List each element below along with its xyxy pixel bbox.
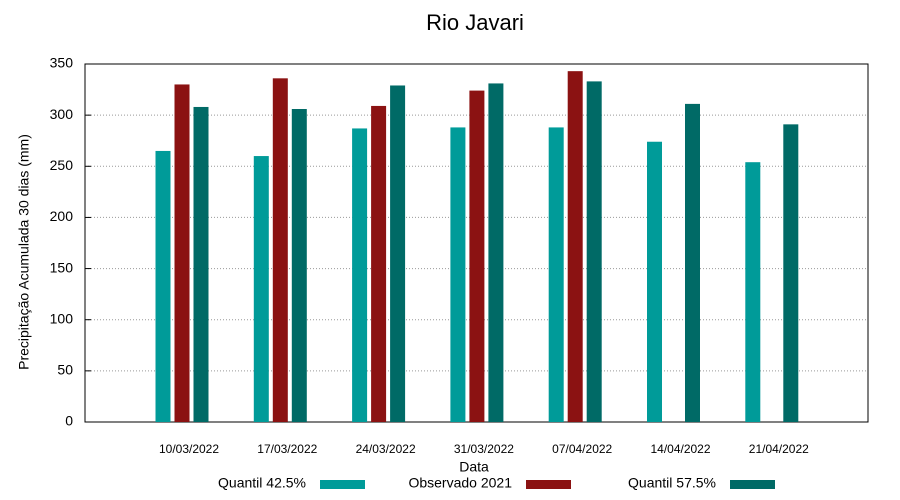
bar — [174, 84, 190, 422]
bar — [647, 141, 662, 423]
y-tick-label: 350 — [50, 55, 74, 71]
bar — [253, 156, 269, 423]
legend-swatch — [730, 480, 775, 489]
bar — [586, 81, 602, 422]
x-tick-label: 17/03/2022 — [257, 442, 317, 456]
y-tick-label: 0 — [65, 413, 73, 429]
y-tick-label: 200 — [50, 208, 74, 224]
bar — [450, 127, 466, 422]
bar — [272, 78, 288, 422]
bar — [390, 85, 406, 422]
x-tick-label: 14/04/2022 — [650, 442, 710, 456]
bar — [783, 124, 799, 422]
x-tick-label: 21/04/2022 — [749, 442, 809, 456]
legend-swatch — [320, 480, 365, 489]
y-tick-label: 150 — [50, 259, 74, 275]
bar — [745, 162, 761, 423]
legend-label: Quantil 57.5% — [628, 475, 716, 491]
legend-swatch — [526, 480, 571, 489]
bar — [352, 128, 368, 422]
y-axis-label: Precipitação Acumulada 30 dias (mm) — [16, 134, 32, 370]
bar — [548, 127, 564, 422]
bar — [193, 106, 209, 423]
x-tick-label: 07/04/2022 — [552, 442, 612, 456]
bar — [155, 150, 171, 422]
y-tick-label: 50 — [57, 362, 73, 378]
y-tick-label: 300 — [50, 106, 74, 122]
bar — [469, 90, 485, 422]
x-axis-label: Data — [459, 459, 489, 475]
y-tick-label: 100 — [50, 310, 74, 326]
x-tick-label: 31/03/2022 — [454, 442, 514, 456]
x-tick-label: 24/03/2022 — [356, 442, 416, 456]
y-tick-label: 250 — [50, 157, 74, 173]
bar — [488, 83, 504, 422]
bar — [371, 105, 387, 423]
legend-label: Observado 2021 — [408, 475, 512, 491]
legend-label: Quantil 42.5% — [218, 475, 306, 491]
chart-title: Rio Javari — [426, 10, 524, 35]
x-tick-label: 10/03/2022 — [159, 442, 219, 456]
bar — [291, 109, 307, 423]
bar — [567, 71, 583, 422]
bar — [685, 103, 700, 423]
